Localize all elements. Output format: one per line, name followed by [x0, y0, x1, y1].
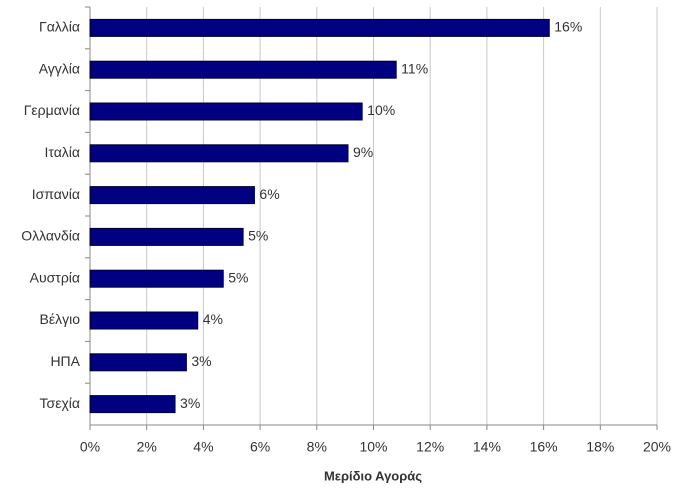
y-tick-label: Ισπανία — [32, 186, 80, 202]
bar — [89, 18, 550, 37]
x-tick-label: 6% — [250, 439, 270, 455]
y-tick-label: Τσεχία — [40, 395, 80, 411]
value-label: 6% — [259, 186, 279, 202]
bar — [89, 269, 224, 288]
x-axis-title: Μερίδιο Αγοράς — [324, 468, 422, 483]
value-label: 16% — [554, 19, 582, 35]
x-tick-label: 4% — [193, 439, 213, 455]
bar — [89, 144, 349, 163]
value-label: 10% — [367, 102, 395, 118]
bar — [89, 227, 244, 246]
x-tick-label: 2% — [137, 439, 157, 455]
x-tick-label: 10% — [359, 439, 387, 455]
x-tick-label: 20% — [643, 439, 671, 455]
bar — [89, 311, 199, 330]
value-label: 5% — [248, 228, 268, 244]
x-tick-label: 16% — [530, 439, 558, 455]
y-tick-label: Βέλγιο — [40, 311, 81, 327]
y-tick-label: Ολλανδία — [21, 228, 80, 244]
bar — [89, 60, 397, 79]
y-tick-label: Γαλλία — [39, 19, 80, 35]
value-label: 5% — [228, 269, 248, 285]
bar — [89, 186, 255, 205]
bar — [89, 353, 187, 372]
value-label: 3% — [191, 353, 211, 369]
x-tick-label: 18% — [586, 439, 614, 455]
y-tick-label: ΗΠΑ — [50, 353, 80, 369]
y-tick-label: Ιταλία — [44, 144, 80, 160]
y-tick-label: Αγγλία — [39, 60, 80, 76]
value-label: 9% — [353, 144, 373, 160]
x-tick-label: 12% — [416, 439, 444, 455]
x-tick-label: 14% — [473, 439, 501, 455]
y-tick-label: Αυστρία — [30, 269, 80, 285]
value-label: 4% — [203, 311, 223, 327]
value-label: 11% — [401, 60, 428, 76]
x-tick-label: 0% — [80, 439, 100, 455]
value-label: 3% — [180, 395, 200, 411]
y-tick-label: Γερμανία — [24, 102, 80, 118]
x-tick-label: 8% — [307, 439, 327, 455]
bar — [89, 395, 176, 414]
bar — [89, 102, 363, 121]
